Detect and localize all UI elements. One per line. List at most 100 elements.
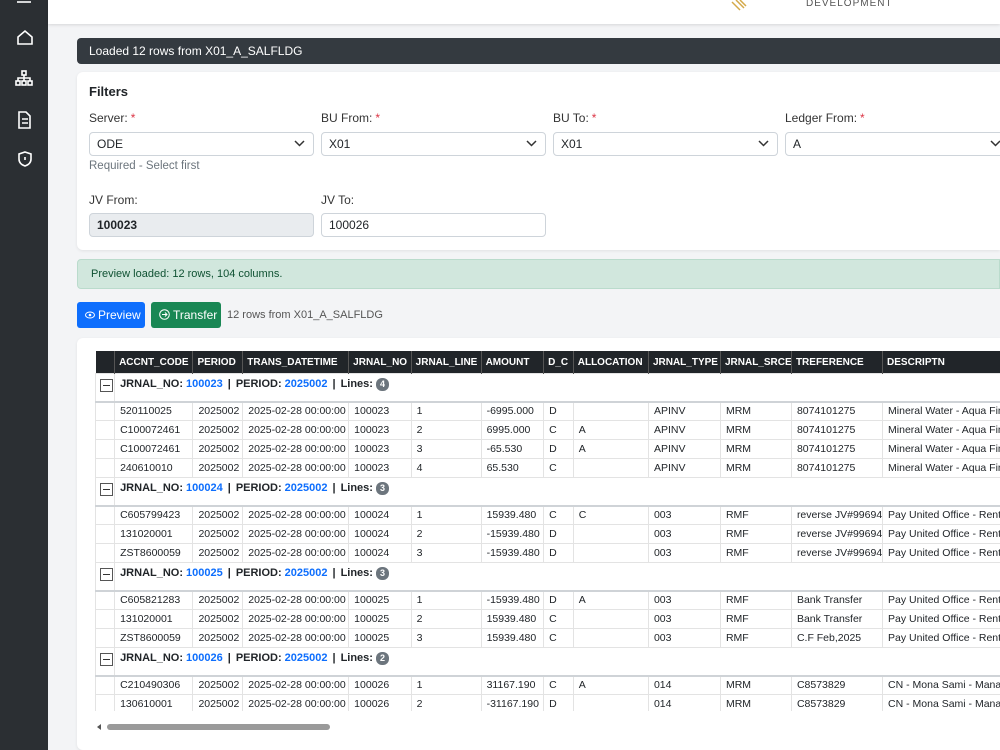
- group-row[interactable]: JRNAL_NO: 100023 | PERIOD: 2025002 | Lines: 4: [95, 373, 1000, 403]
- sitemap-icon[interactable]: [15, 70, 33, 86]
- select[interactable]: X01: [321, 132, 546, 156]
- document-icon[interactable]: [18, 111, 31, 129]
- cell: Mineral Water - Aqua Fina 1%: [882, 458, 1000, 478]
- select-value: ODE: [97, 137, 124, 151]
- cell: -31167.190: [480, 694, 545, 711]
- column-header: JRNAL_LINE: [411, 351, 482, 374]
- row-spacer: [95, 505, 116, 525]
- cell: APINV: [647, 401, 721, 421]
- collapse-toggle[interactable]: [100, 653, 113, 666]
- cell: 003: [647, 590, 721, 610]
- cell: [572, 628, 649, 648]
- cell: 2025-02-28 00:00:00: [242, 543, 350, 563]
- preview-label: Preview: [98, 308, 141, 322]
- select[interactable]: X01: [553, 132, 778, 156]
- cell: 2025-02-28 00:00:00: [242, 458, 350, 478]
- group-row[interactable]: JRNAL_NO: 100024 | PERIOD: 2025002 | Lines: 3: [95, 477, 1000, 507]
- cell: 2025002: [192, 628, 244, 648]
- cell: 100025: [348, 609, 412, 629]
- column-header: ALLOCATION: [573, 351, 649, 374]
- data-row: C210490306 2025002 2025-02-28 00:00:00 1000…: [95, 675, 1000, 695]
- preview-button[interactable]: Preview: [77, 302, 145, 328]
- cell: 130610001: [114, 694, 194, 711]
- select[interactable]: A: [785, 132, 1000, 156]
- cell: APINV: [647, 458, 721, 478]
- cell: Pay United Office - Rent Photocopier: [882, 609, 1000, 629]
- group-row[interactable]: JRNAL_NO: 100025 | PERIOD: 2025002 | Lines: 3: [95, 562, 1000, 592]
- lines-badge: 3: [375, 567, 389, 580]
- row-spacer: [95, 628, 116, 648]
- cell: [572, 694, 649, 711]
- cell: 131020001: [114, 609, 194, 629]
- group-label: JRNAL_NO:: [120, 567, 184, 579]
- horizontal-scrollbar[interactable]: [95, 720, 1000, 734]
- cell: MRM: [719, 675, 792, 695]
- transfer-button[interactable]: Transfer: [151, 302, 221, 328]
- cell: 2025002: [192, 439, 244, 459]
- select[interactable]: ODE: [89, 132, 314, 156]
- cell: C100072461: [114, 439, 194, 459]
- top-bar: DEVELOPMENT: [48, 0, 1000, 24]
- jv-to-input[interactable]: 100026: [321, 213, 546, 237]
- row-spacer: [95, 590, 116, 610]
- jv-from-input[interactable]: 100023: [89, 213, 314, 237]
- required-mark: *: [375, 111, 381, 125]
- logo-mark: [731, 0, 747, 11]
- cell: 2025-02-28 00:00:00: [242, 524, 350, 544]
- cell: -15939.480: [480, 590, 545, 610]
- column-header: D_C: [543, 351, 574, 374]
- collapse-toggle[interactable]: [100, 379, 113, 392]
- cell: [572, 401, 649, 421]
- field-label: Server: *: [89, 111, 136, 125]
- chevron: [758, 140, 769, 147]
- column-header: TREFERENCE: [791, 351, 884, 374]
- data-row: C605821283 2025002 2025-02-28 00:00:00 1000…: [95, 590, 1000, 610]
- eye-icon: [85, 311, 95, 319]
- cell: 8074101275: [790, 439, 884, 459]
- data-row: 130610001 2025002 2025-02-28 00:00:00 10002…: [95, 694, 1000, 711]
- cell: -65.530: [480, 439, 545, 459]
- cell: APINV: [647, 420, 721, 440]
- group-period: 2025002: [284, 482, 328, 494]
- cell: 2: [410, 694, 482, 711]
- cell: 2025-02-28 00:00:00: [242, 590, 350, 610]
- cell: D: [543, 590, 574, 610]
- group-cell: JRNAL_NO: 100023 | PERIOD: 2025002 | Lines: 4: [114, 373, 1000, 403]
- group-row[interactable]: JRNAL_NO: 100026 | PERIOD: 2025002 | Lines: 2: [95, 647, 1000, 677]
- cell: C: [543, 675, 574, 695]
- shield-icon[interactable]: [18, 151, 32, 167]
- data-row: ZST8600059 2025002 2025-02-28 00:00:00 1000…: [95, 543, 1000, 563]
- field-label: BU To: *: [553, 111, 597, 125]
- separator: |: [332, 652, 336, 664]
- collapse-toggle[interactable]: [100, 568, 113, 581]
- sidebar-icons: [15, 1, 33, 167]
- cell: 240610010: [114, 458, 194, 478]
- group-label: Lines:: [340, 652, 373, 664]
- cell: 003: [647, 543, 721, 563]
- cell: D: [543, 524, 574, 544]
- cell: 520110025: [114, 401, 194, 421]
- group-cell: JRNAL_NO: 100024 | PERIOD: 2025002 | Lines: 3: [114, 477, 1000, 507]
- chevron: [990, 140, 1000, 147]
- lines-badge: 2: [375, 652, 389, 665]
- group-jrnal-no: 100025: [186, 567, 223, 579]
- cell: RMF: [719, 524, 792, 544]
- select-value: A: [793, 137, 802, 151]
- cell: Mineral Water - Aqua Fina 1%: [882, 439, 1000, 459]
- collapse-toggle[interactable]: [100, 483, 113, 496]
- separator: |: [332, 378, 336, 390]
- cell: 131020001: [114, 524, 194, 544]
- data-row: 131020001 2025002 2025-02-28 00:00:00 10002…: [95, 609, 1000, 629]
- cell: 15939.480: [480, 609, 545, 629]
- cell: MRM: [719, 694, 792, 711]
- cell: 8074101275: [790, 401, 884, 421]
- cell: 003: [647, 524, 721, 544]
- cell: 1: [410, 590, 482, 610]
- cell: C.F Feb,2025: [790, 628, 884, 648]
- home-icon[interactable]: [17, 29, 33, 45]
- group-label: JRNAL_NO:: [120, 652, 184, 664]
- lines-badge: 3: [375, 482, 389, 495]
- cell: MRM: [719, 458, 792, 478]
- header-cell: [95, 351, 116, 374]
